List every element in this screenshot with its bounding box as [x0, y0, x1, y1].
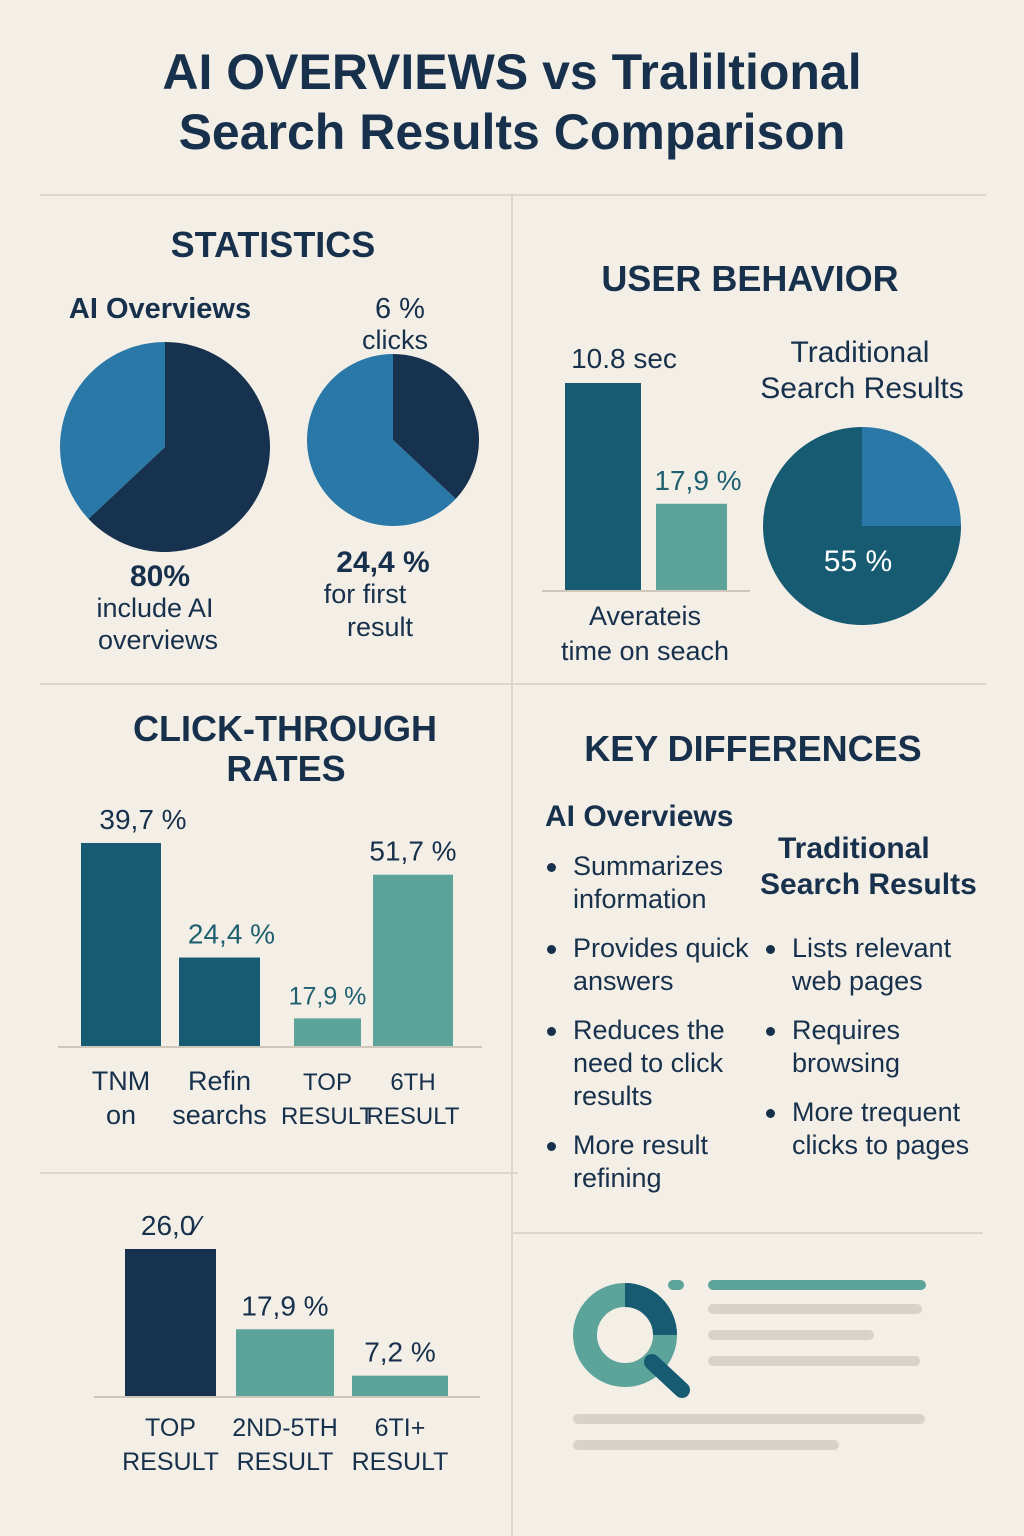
bar-value-label: 26,0⁄ [141, 1210, 204, 1241]
illustration-line [708, 1330, 874, 1340]
title-line-2: Search Results Comparison [178, 104, 846, 160]
bar [294, 1018, 361, 1046]
kd-trad-item: Lists relevant web pages [764, 932, 994, 998]
traditional-pie-title-line2: Search Results [760, 372, 964, 405]
illustration-line [573, 1440, 839, 1450]
bar [656, 503, 727, 590]
bar-value-label: 17,9 % [289, 982, 367, 1010]
ctr-heading-line1: CLICK-THROUGH [133, 708, 437, 749]
magnifier-ring-dark [624, 1283, 677, 1336]
ctr-bar-chart: 39,7 % TNM on 24,4 % Refin searchs 17,9 % TOP RE… [58, 804, 482, 1130]
category-label: RESULT [122, 1448, 219, 1476]
kd-trad-list: Lists relevant web pages Requires browsi… [764, 932, 994, 1178]
category-label: RESULT [237, 1448, 334, 1476]
pie2-caption-line1: for first [323, 579, 407, 609]
kd-ai-heading: AI Overviews [545, 800, 734, 833]
divider-right-lower [513, 1232, 983, 1234]
pie-slice [862, 427, 961, 526]
kd-trad-item: Requires browsing [764, 1014, 994, 1080]
pie1-caption-line1: include AI [96, 593, 214, 623]
traditional-pie-title-line1: Traditional [790, 336, 930, 369]
bar [352, 1375, 448, 1396]
bar-value-label: 7,2 % [364, 1337, 436, 1368]
pie-chart-ai-overviews [60, 342, 270, 552]
category-label: TOP [303, 1069, 352, 1096]
bar [373, 874, 453, 1046]
kd-ai-list: Summarizes information Provides quick an… [545, 850, 760, 1211]
bar-value-label: 24,4 % [188, 919, 275, 950]
bar-value-label: 10.8 sec [571, 343, 677, 374]
pie2-top-value: 6 % [375, 293, 425, 325]
ai-overviews-label: AI Overviews [68, 293, 252, 325]
kd-ai-item: Reduces the need to click results [545, 1014, 760, 1113]
bar-value-label: 17,9 % [654, 465, 741, 496]
user-behavior-caption-line1: Averateis [588, 601, 702, 631]
pie-chart-traditional: 55 % [763, 427, 961, 625]
user-behavior-bar-chart: 10.8 sec 17,9 % [542, 343, 750, 592]
divider-top [40, 194, 986, 196]
illustration-line-accent [708, 1280, 926, 1290]
kd-trad-heading-line2: Search Results [760, 868, 977, 901]
category-label: 6TI+ [375, 1414, 426, 1442]
kd-ai-item: More result refining [545, 1129, 760, 1195]
category-label: Refin [188, 1066, 251, 1096]
illustration-line-accent-short [668, 1280, 684, 1290]
bar [179, 957, 260, 1046]
kd-trad-heading-line1: Traditional [778, 832, 930, 865]
divider-mid [40, 683, 986, 685]
pie-slice [88, 342, 270, 552]
kd-ai-item: Provides quick answers [545, 932, 760, 998]
ctr-heading-line2: RATES [226, 748, 346, 789]
pie2-top-caption: clicks [362, 325, 428, 355]
pie-slice [307, 354, 456, 526]
kd-ai-item: Summarizes information [545, 850, 760, 916]
bar-value-label: 51,7 % [369, 836, 456, 867]
pie-chart-clicks [307, 354, 479, 526]
category-label: on [106, 1100, 136, 1130]
category-label: RESULT [352, 1448, 449, 1476]
pie-slice [393, 354, 479, 499]
illustration-line [708, 1304, 922, 1314]
title-line-1: AI OVERVIEWS vs Traliltional [162, 44, 862, 100]
pie1-caption-line2: overviews [97, 625, 219, 655]
category-label: RESULT [367, 1103, 460, 1130]
bar [125, 1249, 216, 1396]
bar [236, 1329, 334, 1396]
category-label: RESULT [281, 1103, 374, 1130]
user-behavior-heading: USER BEHAVIOR [601, 258, 899, 299]
pie2-value: 24,4 % [336, 546, 430, 579]
category-label: 2ND-5TH [232, 1414, 338, 1442]
bar [565, 383, 641, 590]
pie-slice [60, 342, 165, 519]
position-ctr-bar-chart: 26,0⁄ TOP RESULT 17,9 % 2ND-5TH RESULT 7,2 % 6T… [94, 1210, 480, 1476]
kd-trad-item: More trequent clicks to pages [764, 1096, 994, 1162]
illustration-line [708, 1356, 920, 1366]
page-title: AI OVERVIEWS vs Traliltional Search Resu… [0, 42, 1024, 162]
pie-slice-label: 55 % [824, 545, 892, 578]
category-label: searchs [172, 1100, 267, 1130]
user-behavior-caption-line2: time on seach [560, 636, 730, 666]
bar [81, 843, 161, 1046]
category-label: TNM [92, 1066, 150, 1096]
category-label: TOP [145, 1414, 196, 1442]
search-magnifier-icon [573, 1283, 690, 1398]
pie1-value: 80% [129, 560, 191, 593]
key-differences-heading: KEY DIFFERENCES [584, 728, 922, 769]
statistics-heading: STATISTICS [170, 224, 376, 265]
pie-slice [763, 427, 961, 625]
divider-left-lower [40, 1172, 518, 1174]
bar-value-label: 39,7 % [99, 804, 186, 835]
bar-value-label: 17,9 % [241, 1290, 328, 1321]
illustration-line [573, 1414, 925, 1424]
category-label: 6TH [390, 1069, 435, 1096]
divider-vertical [511, 196, 513, 1536]
pie2-caption-line2: result [346, 612, 414, 642]
magnifier-handle [644, 1354, 690, 1398]
